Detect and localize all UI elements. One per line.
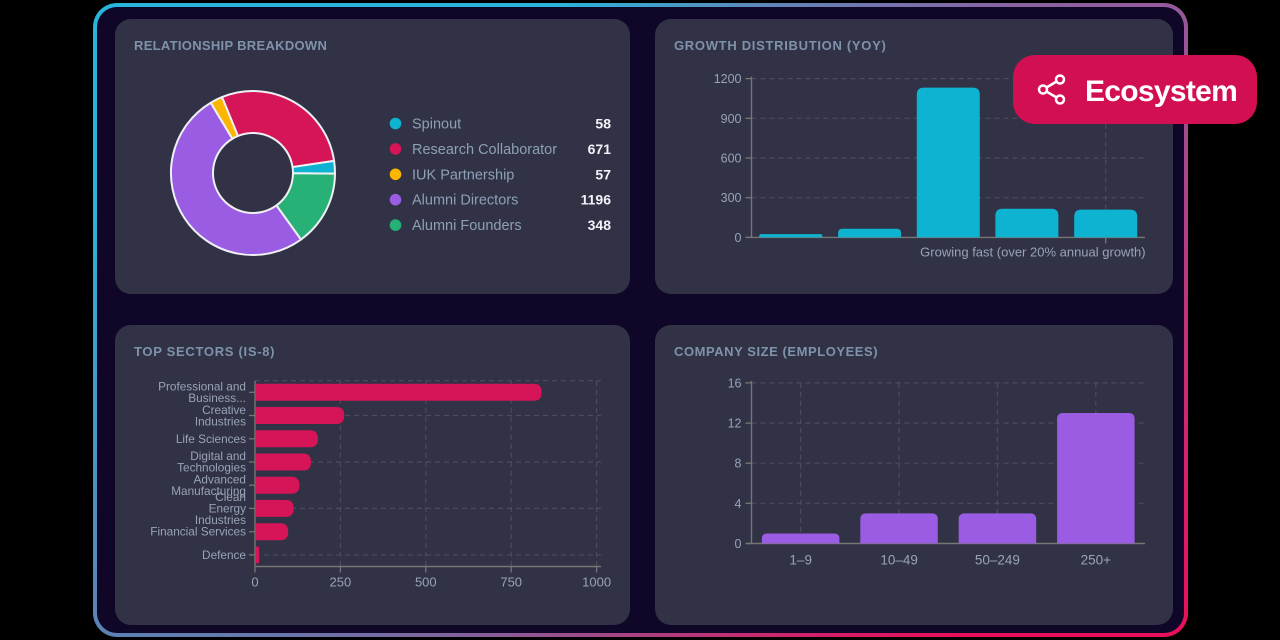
svg-text:58: 58: [595, 116, 611, 132]
svg-text:600: 600: [721, 152, 742, 166]
svg-text:Growing fast (over 20% annual: Growing fast (over 20% annual growth): [920, 244, 1145, 259]
svg-text:Life Sciences: Life Sciences: [176, 432, 246, 446]
svg-text:Business...: Business...: [188, 391, 246, 405]
svg-text:Industries: Industries: [195, 414, 246, 428]
svg-text:Research Collaborator: Research Collaborator: [412, 142, 557, 158]
svg-text:250: 250: [330, 575, 352, 590]
svg-text:1000: 1000: [582, 575, 611, 590]
svg-text:16: 16: [728, 376, 742, 390]
svg-text:Clean: Clean: [215, 490, 246, 504]
svg-text:Creative: Creative: [202, 403, 246, 417]
svg-text:12: 12: [728, 417, 742, 431]
svg-text:Spinout: Spinout: [412, 117, 461, 133]
svg-text:Energy: Energy: [209, 501, 246, 515]
svg-text:671: 671: [588, 141, 612, 157]
svg-text:Professional and: Professional and: [158, 380, 246, 394]
svg-text:Technologies: Technologies: [177, 461, 246, 475]
svg-text:1200: 1200: [714, 72, 742, 86]
svg-text:Manufacturing: Manufacturing: [171, 484, 246, 498]
svg-text:57: 57: [595, 166, 611, 182]
svg-text:0: 0: [735, 231, 742, 245]
svg-text:Alumni Directors: Alumni Directors: [412, 193, 518, 209]
svg-text:4: 4: [735, 497, 742, 511]
svg-text:300: 300: [721, 191, 742, 205]
svg-text:8: 8: [735, 457, 742, 471]
svg-text:Advanced: Advanced: [194, 473, 246, 487]
svg-text:Defence: Defence: [202, 548, 246, 562]
svg-text:Alumni Founders: Alumni Founders: [412, 218, 522, 234]
svg-text:1196: 1196: [581, 192, 612, 208]
svg-text:900: 900: [721, 112, 742, 126]
svg-text:500: 500: [415, 575, 437, 590]
svg-text:IUK Partnership: IUK Partnership: [412, 167, 514, 183]
svg-text:750: 750: [500, 575, 522, 590]
svg-text:348: 348: [588, 217, 612, 233]
svg-text:50–249: 50–249: [975, 553, 1020, 568]
svg-text:1–9: 1–9: [789, 553, 812, 568]
svg-text:Industries: Industries: [195, 513, 246, 527]
svg-text:0: 0: [251, 575, 258, 590]
svg-text:250+: 250+: [1081, 553, 1112, 568]
svg-text:0: 0: [735, 537, 742, 551]
svg-text:10–49: 10–49: [880, 553, 918, 568]
svg-text:Digital and: Digital and: [190, 449, 246, 463]
svg-text:Financial Services: Financial Services: [150, 525, 246, 539]
